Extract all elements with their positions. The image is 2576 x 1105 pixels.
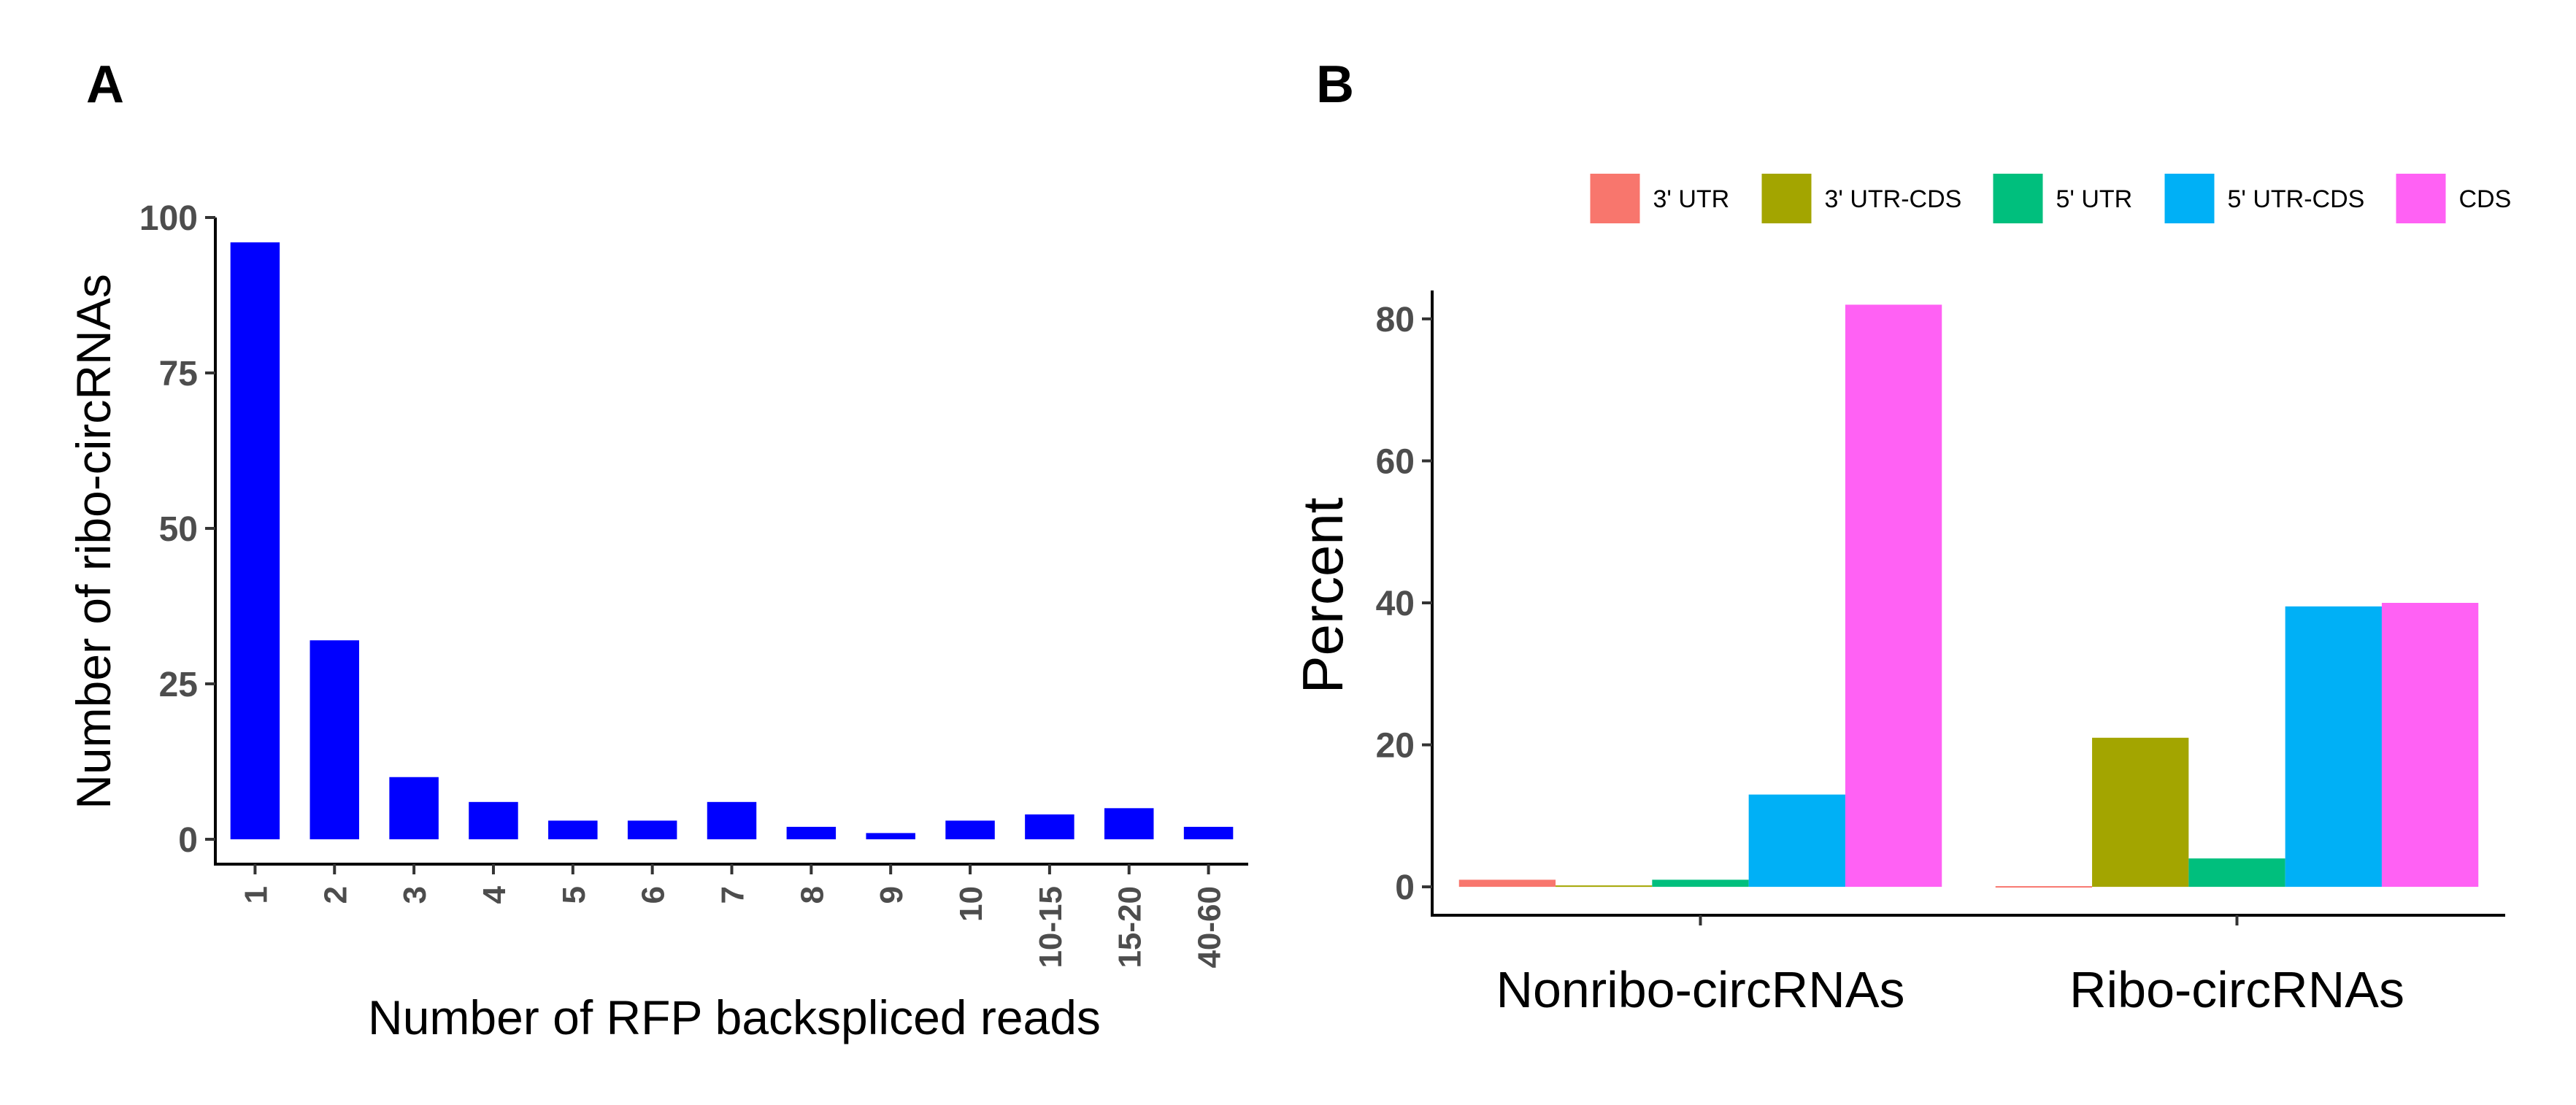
chart-a-x-axis-title: Number of RFP backspliced reads xyxy=(368,990,1101,1044)
chart-a-bar xyxy=(945,820,995,839)
chart-b-bar xyxy=(1845,304,1942,888)
chart-a-bar xyxy=(707,801,757,839)
chart-b-y-tick-label: 0 xyxy=(1395,869,1415,907)
chart-b-bar xyxy=(1748,794,1845,888)
chart-b-y-tick-label: 20 xyxy=(1376,727,1415,766)
chart-a-x-tick-label: 1 xyxy=(238,886,274,904)
chart-a-y-tick-label: 100 xyxy=(139,199,198,238)
legend-key xyxy=(1761,174,1812,223)
chart-a-bar xyxy=(389,777,439,839)
panel-a-label: A xyxy=(86,55,124,114)
chart-b-y-tick-label: 60 xyxy=(1376,442,1415,481)
legend-key xyxy=(1993,174,2043,223)
chart-a-x-tick-label: 4 xyxy=(477,885,512,904)
chart-a-x-tick-label: 3 xyxy=(397,886,433,904)
legend-label: 3' UTR-CDS xyxy=(1825,185,1962,213)
legend-label: CDS xyxy=(2459,185,2512,213)
chart-a: 0 25 50 75 100 1 2 3 4 5 6 7 8 9 10 10-15 15-20 40-60 Nu… xyxy=(66,199,1248,1044)
chart-b-y-axis-title: Percent xyxy=(1291,497,1355,693)
chart-a-x-tick-label: 15-20 xyxy=(1112,886,1148,969)
chart-a-x-tick-label: 6 xyxy=(636,886,672,904)
chart-b-bar xyxy=(1458,879,1556,888)
chart-a-bar xyxy=(309,640,360,839)
chart-a-bar xyxy=(1025,814,1074,839)
chart-a-y-tick-label: 0 xyxy=(178,821,198,860)
chart-b-bar xyxy=(2381,603,2479,888)
chart-a-bar xyxy=(548,820,598,839)
chart-b-bar xyxy=(2188,858,2285,888)
chart-b-legend: 3' UTR 3' UTR-CDS 5' UTR 5' UTR-CDS CDS xyxy=(1590,174,2512,223)
panel-b-label: B xyxy=(1316,55,1354,114)
chart-b-y-tick-label: 80 xyxy=(1376,301,1415,339)
chart-a-bar xyxy=(627,820,677,839)
chart-b-x-tick-label: Nonribo-circRNAs xyxy=(1496,961,1904,1018)
chart-a-x-tick-label: 7 xyxy=(715,886,751,904)
chart-a-bar xyxy=(1183,826,1234,839)
chart-a-x-tick-label: 2 xyxy=(318,886,353,904)
chart-a-y-tick-label: 25 xyxy=(159,666,198,704)
legend-label: 3' UTR xyxy=(1653,185,1730,213)
chart-a-x-tick-label: 10-15 xyxy=(1033,886,1069,969)
chart-a-y-axis-title: Number of ribo-circRNAs xyxy=(66,274,120,809)
legend-key xyxy=(2396,174,2446,223)
chart-b-bar xyxy=(1556,885,1653,888)
chart-a-x-tick-label: 40-60 xyxy=(1192,886,1228,969)
chart-a-bar xyxy=(1104,808,1154,839)
chart-a-x-tick-label: 10 xyxy=(953,886,989,922)
chart-a-bar xyxy=(230,242,280,839)
legend-key xyxy=(2164,174,2215,223)
chart-a-y-tick-label: 75 xyxy=(159,355,198,393)
chart-a-bar xyxy=(866,833,915,839)
chart-a-bar xyxy=(786,826,837,839)
chart-a-x-tick-label: 8 xyxy=(794,886,830,904)
chart-a-x-tick-label: 5 xyxy=(556,886,592,904)
chart-a-y-tick-label: 50 xyxy=(159,510,198,549)
chart-b-y-tick-label: 40 xyxy=(1376,585,1415,623)
legend-label: 5' UTR-CDS xyxy=(2228,185,2365,213)
legend-label: 5' UTR xyxy=(2056,185,2133,213)
legend-key xyxy=(1590,174,1640,223)
chart-b-bar xyxy=(1995,886,2093,888)
chart-a-bar xyxy=(469,801,518,839)
chart-b-bar xyxy=(2285,606,2382,888)
chart-b-bar xyxy=(1652,879,1749,888)
chart-b-x-tick-label: Ribo-circRNAs xyxy=(2069,961,2404,1018)
chart-a-x-tick-label: 9 xyxy=(874,886,910,904)
chart-b-bar xyxy=(2092,737,2189,888)
